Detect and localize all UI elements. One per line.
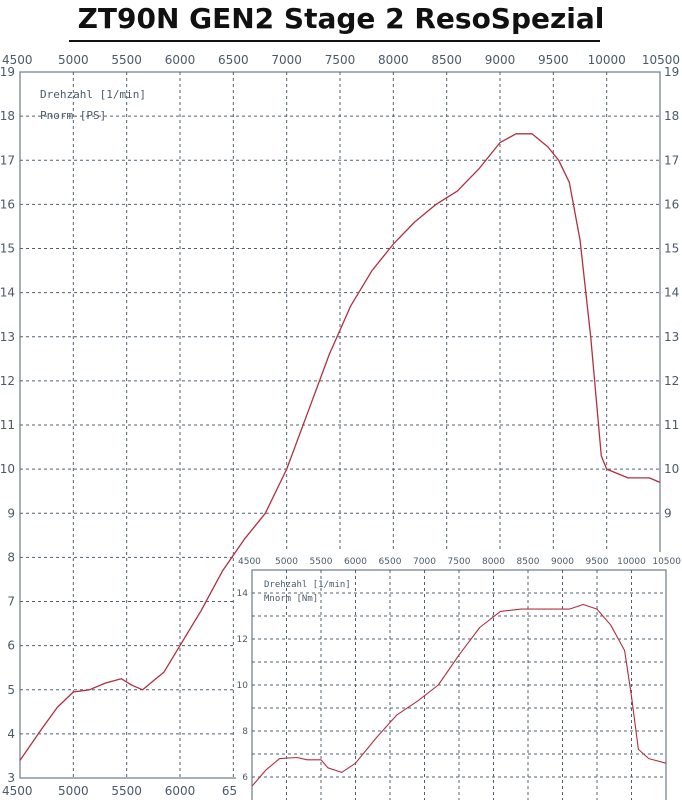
power-y-tick-right: 16 [664,197,679,211]
power-y-tick-right: 11 [664,418,679,432]
power-y-tick-left: 4 [7,727,15,741]
power-x-tick-top: 8500 [431,53,462,67]
torque-y-tick: 6 [242,773,248,783]
power-y-tick-left: 6 [7,639,15,653]
power-x-tick-top: 9000 [485,53,516,67]
torque-x-tick-top: 10500 [652,557,681,567]
torque-x-tick-top: 5000 [275,557,298,567]
power-y-tick-left: 3 [7,771,15,785]
torque-y-tick: 8 [242,727,248,737]
power-y-tick-right: 18 [664,109,679,123]
power-y-tick-right: 17 [664,153,679,167]
power-x-tick-bottom: 5000 [58,784,89,798]
torque-y-tick: 10 [237,681,249,691]
power-x-tick-top: 7000 [271,53,302,67]
power-x-tick-top: 5500 [111,53,142,67]
power-x-tick-top: 4500 [2,53,33,67]
power-y-tick-left: 16 [0,197,15,211]
torque-x-tick-top: 5500 [310,557,333,567]
power-x-tick-top: 6500 [218,53,249,67]
power-y-tick-right: 19 [664,65,679,79]
power-legend-pnorm: Pnorm [PS] [40,109,106,122]
torque-x-tick-top: 9000 [551,557,574,567]
power-y-tick-left: 13 [0,330,15,344]
power-x-tick-top: 10500 [642,53,680,67]
torque-x-tick-top: 6000 [344,557,367,567]
power-x-tick-top: 7500 [325,53,356,67]
power-y-tick-right: 14 [664,286,679,300]
torque-x-tick-top: 7500 [448,557,471,567]
page-title: ZT90N GEN2 Stage 2 ResoSpezial [77,2,605,35]
power-y-tick-left: 19 [0,65,15,79]
power-y-tick-left: 8 [7,550,15,564]
power-y-tick-right: 12 [664,374,679,388]
torque-chart: 4500 5000 5500 6000 6500 7000 7500 8000 8500 9000… [236,552,682,800]
power-y-tick-left: 5 [7,683,15,697]
torque-x-tick-top: 8000 [482,557,505,567]
torque-x-tick-top: 7000 [413,557,436,567]
power-x-tick-top: 9500 [538,53,569,67]
torque-x-tick-top: 4500 [238,557,261,567]
power-x-tick-bottom: 4500 [2,784,33,798]
power-y-tick-left: 15 [0,242,15,256]
torque-x-tick-top: 10000 [617,557,646,567]
torque-curve [251,603,667,787]
power-x-tick-top: 8000 [378,53,409,67]
power-x-tick-bottom: 5500 [111,784,142,798]
power-y-tick-left: 12 [0,374,15,388]
power-y-tick-left: 18 [0,109,15,123]
torque-x-tick-top: 6500 [379,557,402,567]
power-legend-rpm: Drehzahl [1/min] [40,88,146,101]
power-y-tick-left: 7 [7,595,15,609]
power-y-tick-left: 14 [0,286,15,300]
power-x-tick-top: 10000 [588,53,626,67]
torque-x-tick-top: 9500 [586,557,609,567]
torque-x-tick-top: 8500 [517,557,540,567]
power-y-tick-right: 9 [664,506,672,520]
power-curve [19,133,661,761]
power-y-tick-right: 13 [664,330,679,344]
power-y-tick-left: 17 [0,153,15,167]
title-underline [69,40,600,42]
power-y-tick-left: 11 [0,418,15,432]
torque-legend-mnorm: Mnorm [Nm] [264,594,318,604]
power-y-tick-left: 9 [7,506,15,520]
power-y-tick-right: 15 [664,242,679,256]
torque-legend-rpm: Drehzahl [1/min] [264,580,351,590]
power-x-tick-bottom: 6000 [165,784,196,798]
torque-y-tick: 12 [237,635,248,645]
power-x-tick-top: 5000 [58,53,89,67]
torque-y-tick: 14 [237,589,249,599]
power-y-tick-right: 10 [664,462,679,476]
power-y-tick-left: 10 [0,462,15,476]
power-x-tick-top: 6000 [165,53,196,67]
